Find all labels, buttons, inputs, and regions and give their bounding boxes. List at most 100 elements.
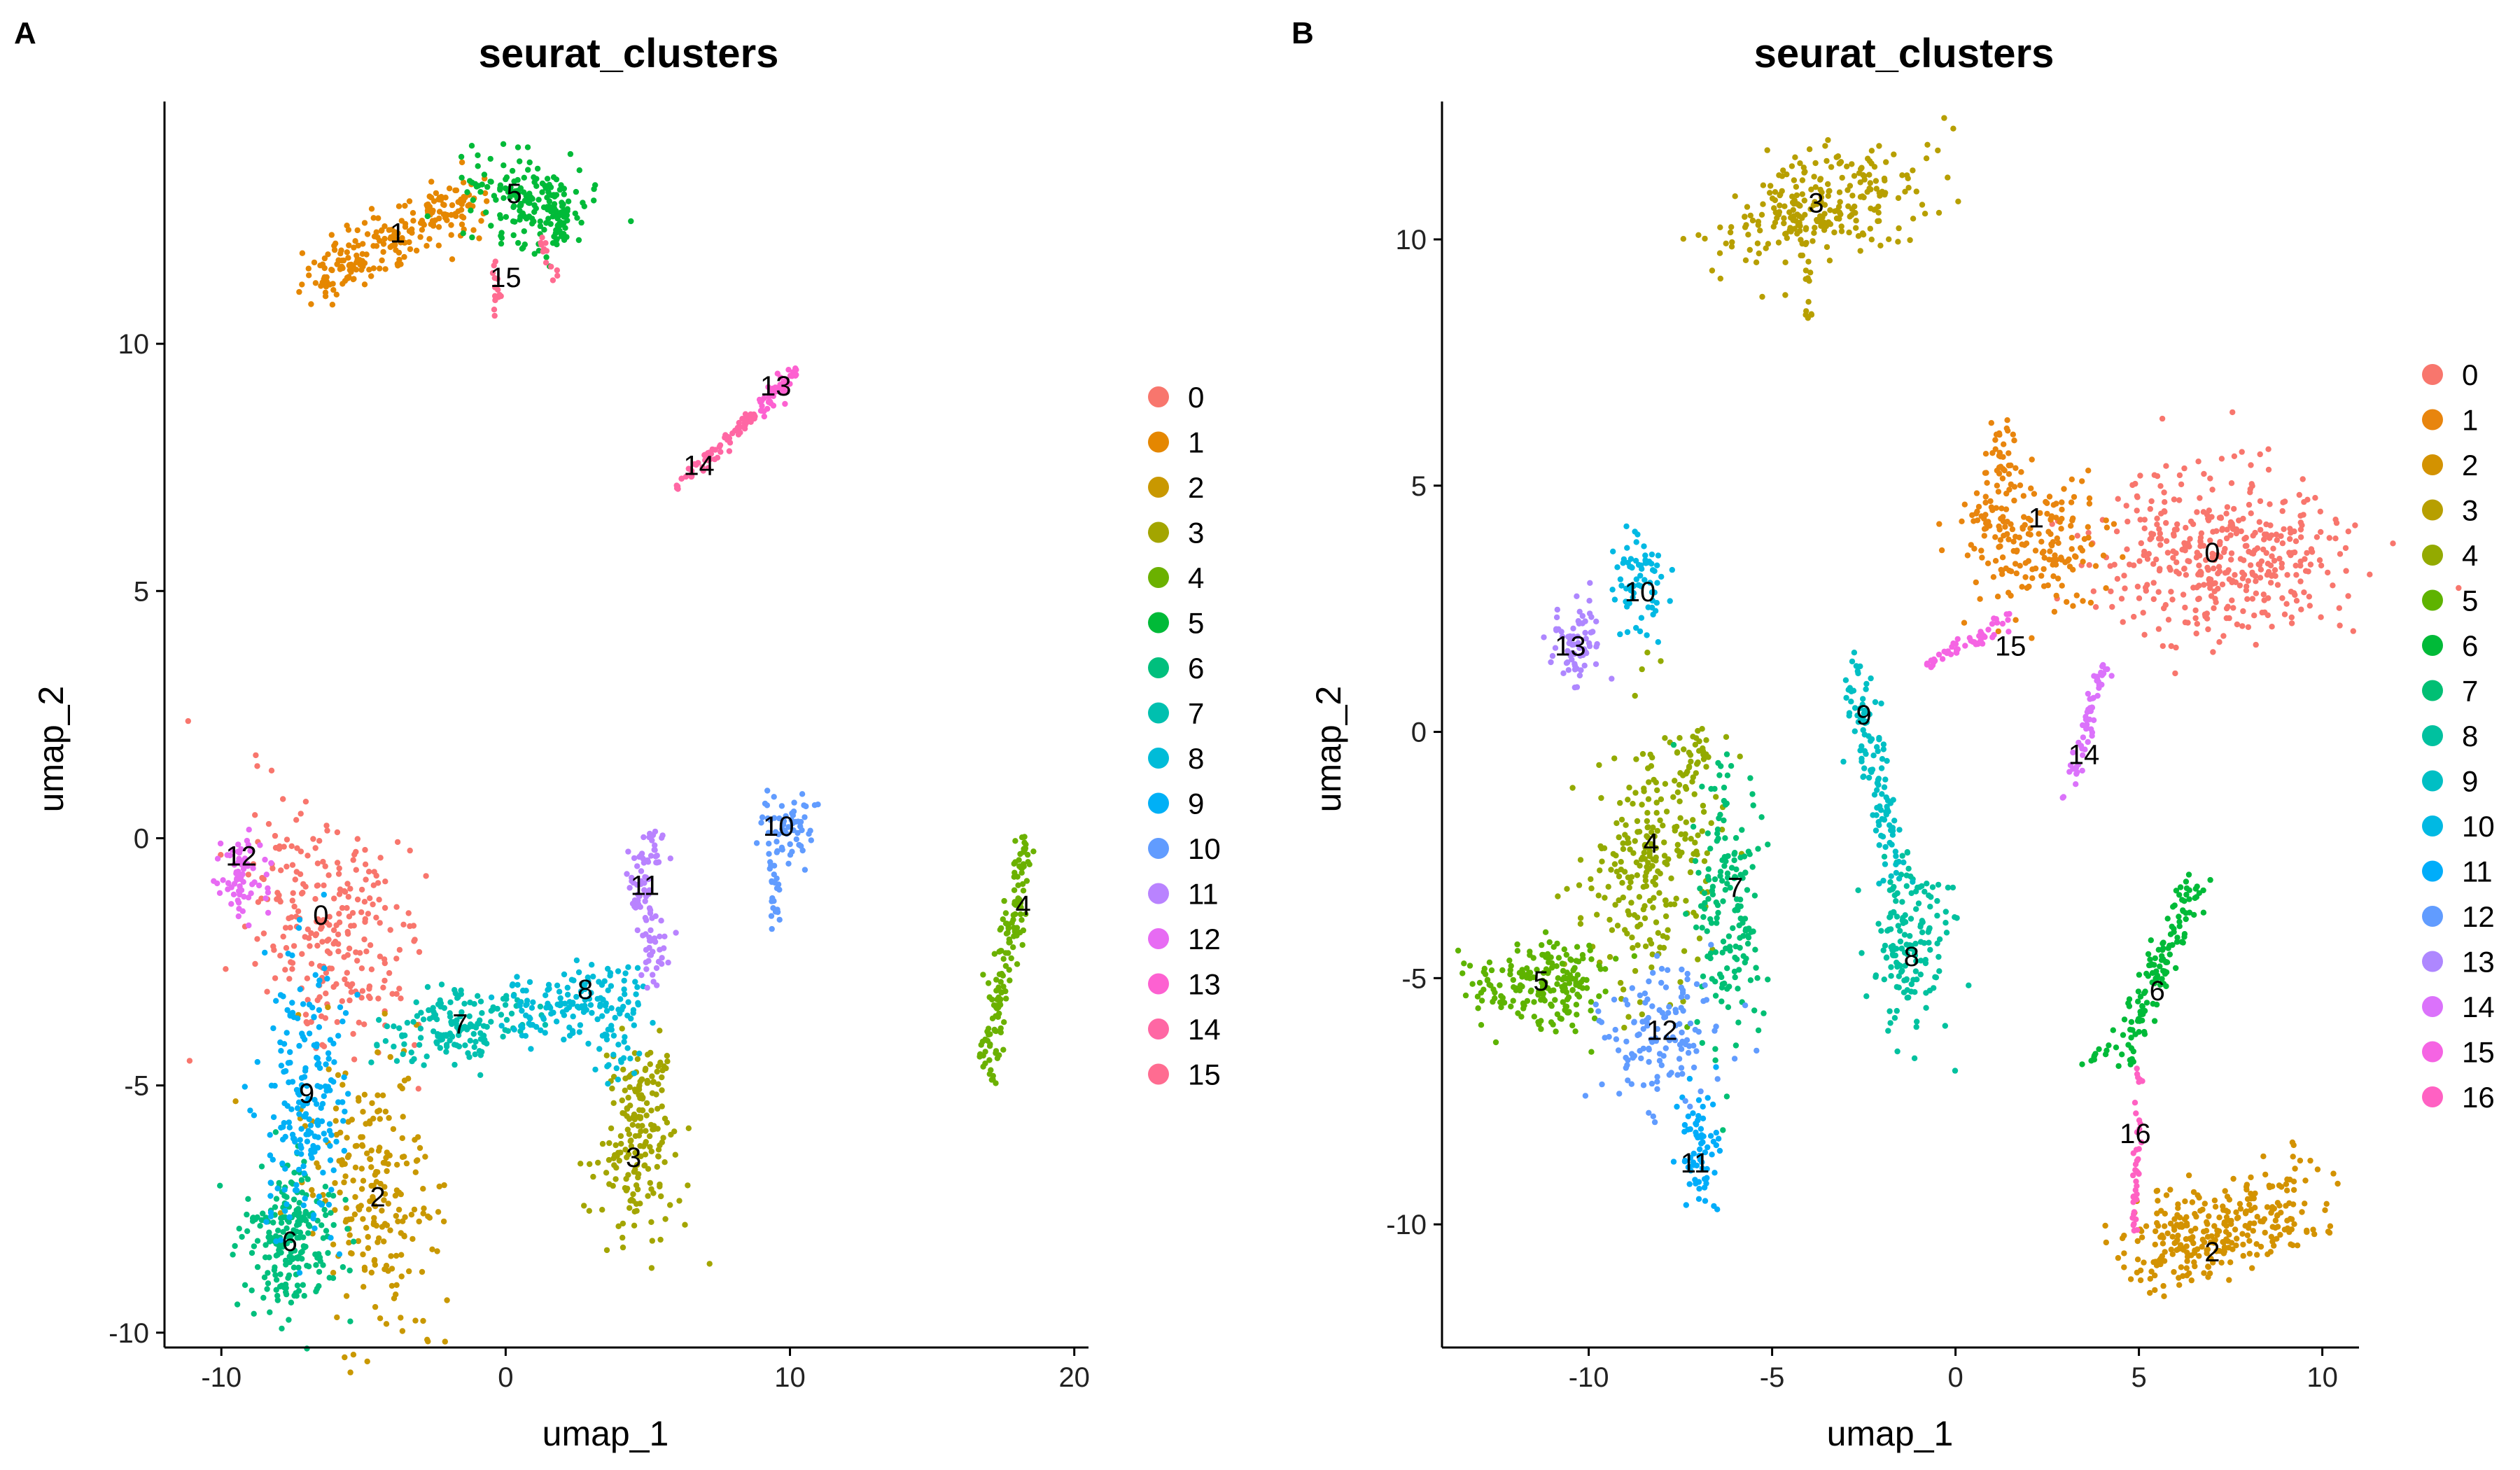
cluster-5-point: [1499, 967, 1506, 974]
cluster-9-point: [312, 1225, 318, 1232]
cluster-4-point: [989, 996, 995, 1003]
cluster-3-point: [659, 1139, 665, 1146]
cluster-3-point: [1790, 206, 1796, 214]
cluster-12-point: [1599, 1081, 1605, 1088]
cluster-8-point: [635, 1000, 641, 1007]
cluster-9-point: [280, 1124, 286, 1130]
cluster-0-point: [283, 945, 290, 951]
cluster-2-point: [2179, 1224, 2185, 1231]
legend-label-0: 0: [1188, 381, 1204, 414]
cluster-5-point: [1563, 989, 1570, 995]
cluster-0-point: [291, 903, 298, 910]
cluster-0-point: [2296, 491, 2302, 498]
cluster-1-point: [296, 288, 302, 295]
cluster-6-point: [274, 1297, 281, 1303]
cluster-0-point: [2318, 562, 2325, 569]
cluster-8-point: [1905, 994, 1912, 1001]
cluster-7-point: [1697, 886, 1703, 892]
cluster-5-point: [1564, 996, 1571, 1003]
cluster-8-point: [1923, 990, 1929, 996]
cluster-9-point: [1849, 658, 1856, 665]
y-tick-label: -5: [124, 1071, 149, 1102]
cluster-0-point: [278, 867, 284, 874]
cluster-0-point: [2223, 615, 2230, 622]
cluster-0-point: [2287, 536, 2293, 542]
cluster-5-point: [520, 244, 526, 251]
cluster-0-point: [2216, 568, 2223, 575]
cluster-6-point: [2106, 1042, 2112, 1049]
cluster-7-point: [472, 1039, 479, 1045]
cluster-0-point: [2276, 555, 2283, 562]
cluster-7-point: [1747, 977, 1754, 983]
cluster-9-point: [1848, 688, 1855, 694]
cluster-7-point: [1700, 973, 1707, 980]
cluster-0-point: [2342, 545, 2349, 552]
cluster-1-point: [2012, 617, 2019, 623]
cluster-0-point: [250, 861, 257, 867]
cluster-6-point: [2102, 1051, 2109, 1058]
cluster-3-point: [649, 1073, 655, 1079]
cluster-10-point: [790, 808, 797, 815]
cluster-12-point: [240, 878, 246, 886]
cluster-0-point: [2267, 580, 2274, 586]
cluster-5-point: [1521, 972, 1527, 979]
cluster-8-point: [604, 1063, 610, 1070]
cluster-3-point: [1924, 141, 1931, 148]
cluster-2-point: [2164, 1230, 2171, 1237]
cluster-0-point: [2288, 614, 2295, 621]
cluster-2-point: [360, 1109, 366, 1115]
cluster-4-point: [1737, 753, 1743, 760]
cluster-8-point: [1896, 973, 1902, 979]
cluster-9-point: [1887, 800, 1894, 806]
cluster-6-point: [2183, 916, 2189, 923]
cluster-2-points: [2102, 1139, 2341, 1300]
cluster-6-points: [217, 1129, 357, 1352]
cluster-8-point: [519, 1032, 525, 1039]
cluster-1-point: [2036, 531, 2042, 537]
cluster-5-point: [503, 176, 509, 183]
cluster-6-point: [273, 1196, 280, 1202]
cluster-5-point: [1602, 966, 1609, 972]
cluster-0-point: [2194, 550, 2200, 556]
legend-key-13: [1148, 973, 1169, 995]
cluster-0-point: [2253, 578, 2259, 584]
cluster-10-point: [807, 827, 813, 834]
cluster-8-point: [582, 997, 588, 1003]
cluster-0-point: [2225, 567, 2232, 573]
cluster-5-point: [1631, 953, 1637, 960]
panel-a-ylabel: umap_2: [31, 686, 71, 813]
cluster-8-point: [1934, 912, 1940, 919]
cluster-14-point: [685, 465, 692, 472]
cluster-0-point: [2201, 470, 2207, 477]
cluster-4-point: [1618, 816, 1625, 823]
cluster-6-point: [2121, 1016, 2128, 1023]
cluster-9-point: [326, 1121, 333, 1127]
cluster-0-point: [376, 897, 382, 903]
cluster-2-point: [400, 1114, 406, 1120]
panel-a-xlabel: umap_1: [542, 1414, 669, 1453]
cluster-2-point: [372, 1261, 378, 1268]
cluster-0-point: [289, 966, 295, 972]
cluster-3-point: [1846, 229, 1852, 236]
cluster-2-point: [441, 1182, 447, 1189]
cluster-3-point: [637, 1115, 643, 1121]
cluster-10-point: [798, 843, 804, 849]
cluster-9-point: [1848, 699, 1854, 705]
cluster-2-point: [2250, 1195, 2257, 1202]
cluster-11-point: [636, 892, 642, 899]
cluster-3-point: [636, 1133, 643, 1139]
cluster-10-point: [1642, 559, 1648, 566]
cluster-12-point: [231, 862, 237, 868]
cluster-10-point: [769, 878, 775, 886]
cluster-0-point: [2170, 548, 2176, 554]
cluster-8-point: [528, 1046, 534, 1052]
cluster-10-point: [778, 803, 785, 809]
cluster-6-point: [272, 1272, 279, 1278]
cluster-1-point: [1973, 579, 1979, 586]
cluster-0-point: [308, 1018, 314, 1026]
cluster-9-point: [340, 1118, 346, 1124]
cluster-1-point: [2039, 550, 2046, 556]
cluster-12-point: [234, 897, 241, 904]
cluster-2-point: [374, 1092, 381, 1098]
cluster-3-point: [1763, 245, 1769, 251]
